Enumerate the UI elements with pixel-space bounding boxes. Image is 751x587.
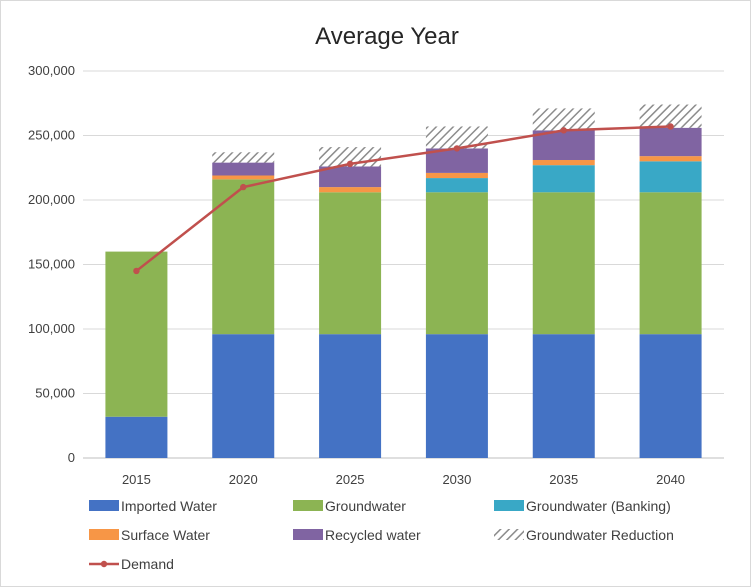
bar-surface-water-2030	[425, 172, 488, 179]
x-tick-label: 2025	[336, 472, 365, 487]
bar-groundwater-reduction-2030	[425, 126, 488, 149]
legend-label-groundwater-reduction: Groundwater Reduction	[526, 527, 674, 543]
bar-recycled-water-2025	[319, 166, 382, 188]
bar-surface-water-2020	[212, 175, 275, 180]
x-tick-label: 2035	[549, 472, 578, 487]
grid-layer	[83, 70, 724, 459]
bar-recycled-water-2040	[639, 127, 702, 157]
bar-groundwater-2020	[212, 179, 275, 335]
legend-swatch-imported-water	[89, 500, 119, 511]
bar-groundwater-2040	[639, 192, 702, 335]
point-demand-2040	[667, 123, 674, 130]
bar-imported-water-2040	[639, 334, 702, 458]
line-layer	[133, 123, 674, 275]
point-demand-2035	[560, 127, 567, 134]
point-demand-2020	[240, 183, 247, 191]
x-tick-label: 2020	[229, 472, 258, 487]
legend-label-demand: Demand	[121, 556, 174, 572]
legend-label-imported-water: Imported Water	[121, 498, 217, 514]
bar-imported-water-2015	[105, 416, 168, 458]
legend-swatch-groundwater-banking	[494, 500, 524, 511]
y-tick-label: 250,000	[28, 128, 75, 143]
chart-title: Average Year	[315, 23, 459, 50]
bar-groundwater-banking-2030	[425, 178, 488, 193]
bar-imported-water-2020	[212, 334, 275, 458]
x-axis-tick-labels: 2015 2020 2025 2030 2035 2040	[122, 472, 685, 487]
bar-recycled-water-2020	[212, 162, 275, 176]
point-demand-2030	[453, 145, 461, 152]
bar-groundwater-reduction-2020	[212, 152, 275, 163]
legend-swatch-surface-water	[89, 529, 119, 540]
bar-groundwater-banking-2035	[532, 165, 595, 193]
legend-marker-demand	[100, 560, 108, 568]
bar-surface-water-2025	[319, 187, 382, 193]
bar-imported-water-2025	[319, 334, 382, 458]
x-tick-label: 2015	[122, 472, 151, 487]
legend: Imported Water Groundwater Groundwater (Ba…	[89, 498, 674, 572]
y-tick-label: 0	[68, 450, 75, 465]
legend-swatch-groundwater-reduction	[494, 529, 524, 540]
point-demand-2015	[133, 267, 140, 275]
y-tick-label: 300,000	[28, 63, 75, 78]
bar-surface-water-2035	[532, 160, 595, 166]
bar-groundwater-2015	[105, 251, 168, 417]
legend-swatch-recycled-water	[293, 529, 323, 540]
bar-surface-water-2040	[639, 156, 702, 162]
bar-imported-water-2030	[425, 334, 488, 458]
y-tick-label: 100,000	[28, 321, 75, 336]
line-demand	[135, 125, 671, 272]
y-tick-label: 50,000	[35, 386, 75, 401]
bar-imported-water-2035	[532, 334, 595, 458]
x-tick-label: 2040	[656, 472, 685, 487]
bar-groundwater-reduction-2035	[532, 108, 595, 131]
bar-groundwater-2030	[425, 192, 488, 335]
y-axis-tick-labels: 0 50,000 100,000 150,000 200,000 250,000 300,0…	[28, 63, 75, 465]
y-tick-label: 200,000	[28, 192, 75, 207]
bar-groundwater-2035	[532, 192, 595, 335]
bar-layer	[105, 104, 702, 458]
legend-label-groundwater-banking: Groundwater (Banking)	[526, 498, 671, 514]
bar-groundwater-2025	[319, 192, 382, 335]
bar-recycled-water-2035	[532, 130, 595, 161]
bar-groundwater-reduction-2040	[639, 104, 702, 128]
bar-groundwater-banking-2040	[639, 161, 702, 193]
y-tick-label: 150,000	[28, 257, 75, 272]
legend-swatch-groundwater	[293, 500, 323, 511]
legend-label-surface-water: Surface Water	[121, 527, 210, 543]
legend-label-groundwater: Groundwater	[325, 498, 406, 514]
x-tick-label: 2030	[442, 472, 471, 487]
point-demand-2025	[346, 160, 354, 168]
legend-label-recycled-water: Recycled water	[325, 527, 421, 543]
